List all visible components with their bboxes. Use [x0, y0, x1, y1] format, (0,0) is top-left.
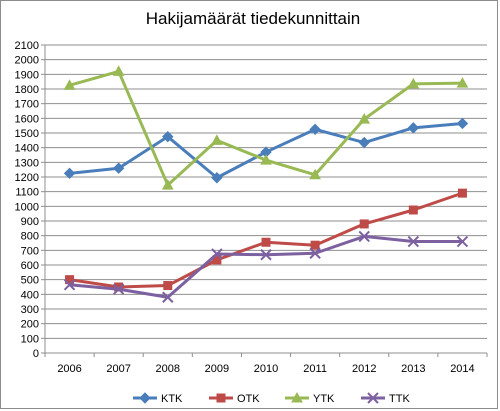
series-group [63, 65, 469, 303]
x-tick-label: 2008 [156, 363, 180, 375]
data-point-ktk [358, 136, 370, 149]
data-point-ytk [260, 154, 272, 165]
data-point-ktk [63, 167, 76, 180]
gridlines [45, 44, 487, 354]
data-point-ktk [112, 162, 125, 174]
y-tick-label: 1800 [15, 84, 39, 96]
legend-label-ytk: YTK [313, 393, 335, 405]
x-tick-label: 2009 [205, 363, 229, 375]
data-point-ktk [309, 123, 321, 136]
series-ktk [63, 117, 469, 184]
series-otk [65, 188, 467, 292]
data-point-ttk [260, 249, 272, 261]
y-tick-label: 2000 [15, 55, 39, 67]
y-tick-label: 100 [21, 333, 39, 345]
legend-marker-ktk [139, 392, 151, 404]
data-point-ttk [162, 291, 174, 303]
y-tick-label: 600 [21, 260, 39, 272]
data-point-ttk [358, 230, 370, 243]
y-tick-label: 1100 [15, 187, 39, 199]
data-point-ytk [309, 168, 321, 180]
data-point-ttk [407, 235, 420, 248]
legend-label-otk: OTK [237, 393, 260, 405]
data-point-ytk [112, 65, 125, 76]
y-tick-label: 800 [21, 231, 39, 243]
y-tick-label: 200 [21, 319, 39, 331]
x-tick-label: 2014 [450, 363, 474, 375]
data-point-ytk [456, 77, 469, 88]
x-tick-label: 2010 [254, 363, 278, 375]
y-tick-label: 0 [33, 348, 39, 360]
y-tick-label: 1500 [15, 128, 39, 140]
legend-item-otk: OTK [209, 393, 260, 405]
data-point-ktk [162, 130, 174, 143]
y-tick-label: 1400 [15, 143, 39, 155]
data-point-otk [359, 219, 369, 229]
y-tick-label: 700 [21, 245, 39, 257]
data-point-otk [261, 237, 271, 247]
data-point-ytk [63, 79, 76, 90]
data-point-otk [310, 240, 320, 250]
legend-item-ytk: YTK [285, 391, 335, 405]
data-point-ktk [456, 117, 469, 130]
x-tick-label: 2006 [57, 363, 81, 375]
data-point-otk [408, 205, 418, 215]
y-tick-label: 1300 [15, 157, 39, 169]
y-tick-label: 500 [21, 275, 39, 287]
y-tick-label: 1000 [15, 201, 39, 213]
x-tick-label: 2007 [106, 363, 130, 375]
data-point-ttk [63, 279, 76, 291]
legend-item-ttk: TTK [361, 392, 410, 405]
x-tick-label: 2012 [352, 363, 376, 375]
x-tick-label: 2011 [303, 363, 327, 375]
y-tick-label: 2100 [15, 40, 39, 52]
data-point-ytk [161, 179, 174, 190]
data-point-ttk [309, 247, 321, 259]
data-point-ktk [211, 172, 223, 184]
legend-label-ktk: KTK [161, 393, 183, 405]
y-tick-label: 900 [21, 216, 39, 228]
legend-item-ktk: KTK [133, 392, 183, 405]
data-point-ytk [211, 134, 223, 145]
x-tick-label: 2013 [401, 363, 425, 375]
series-line-ytk [68, 69, 464, 187]
data-point-otk [457, 188, 467, 198]
y-tick-label: 1600 [15, 113, 39, 125]
series-ytk [63, 65, 469, 190]
legend-label-ttk: TTK [389, 393, 410, 405]
y-tick-label: 1200 [15, 172, 39, 184]
axes: 0 100 200 300 400 500 600 700 800 900 1000 1100 1200… [15, 40, 488, 375]
data-point-ttk [456, 235, 469, 248]
legend-marker-otk [216, 393, 226, 403]
legend: KTK OTK YTK TTK [133, 391, 410, 405]
data-point-ytk [358, 113, 371, 124]
series-ttk [63, 230, 469, 303]
data-point-ktk [407, 122, 420, 134]
data-point-otk [163, 281, 173, 291]
legend-marker-ytk [291, 391, 303, 403]
y-tick-label: 300 [21, 304, 39, 316]
data-point-otk [114, 282, 124, 292]
legend-marker-ttk [367, 392, 379, 404]
y-tick-label: 1700 [15, 99, 39, 111]
chart-title: Hakijamäärät tiedekunnittain [146, 9, 361, 28]
data-point-ttk [211, 248, 223, 260]
y-tick-label: 1900 [15, 69, 39, 81]
data-point-ttk [112, 283, 125, 295]
y-tick-label: 400 [21, 289, 39, 301]
data-point-ytk [407, 77, 420, 89]
